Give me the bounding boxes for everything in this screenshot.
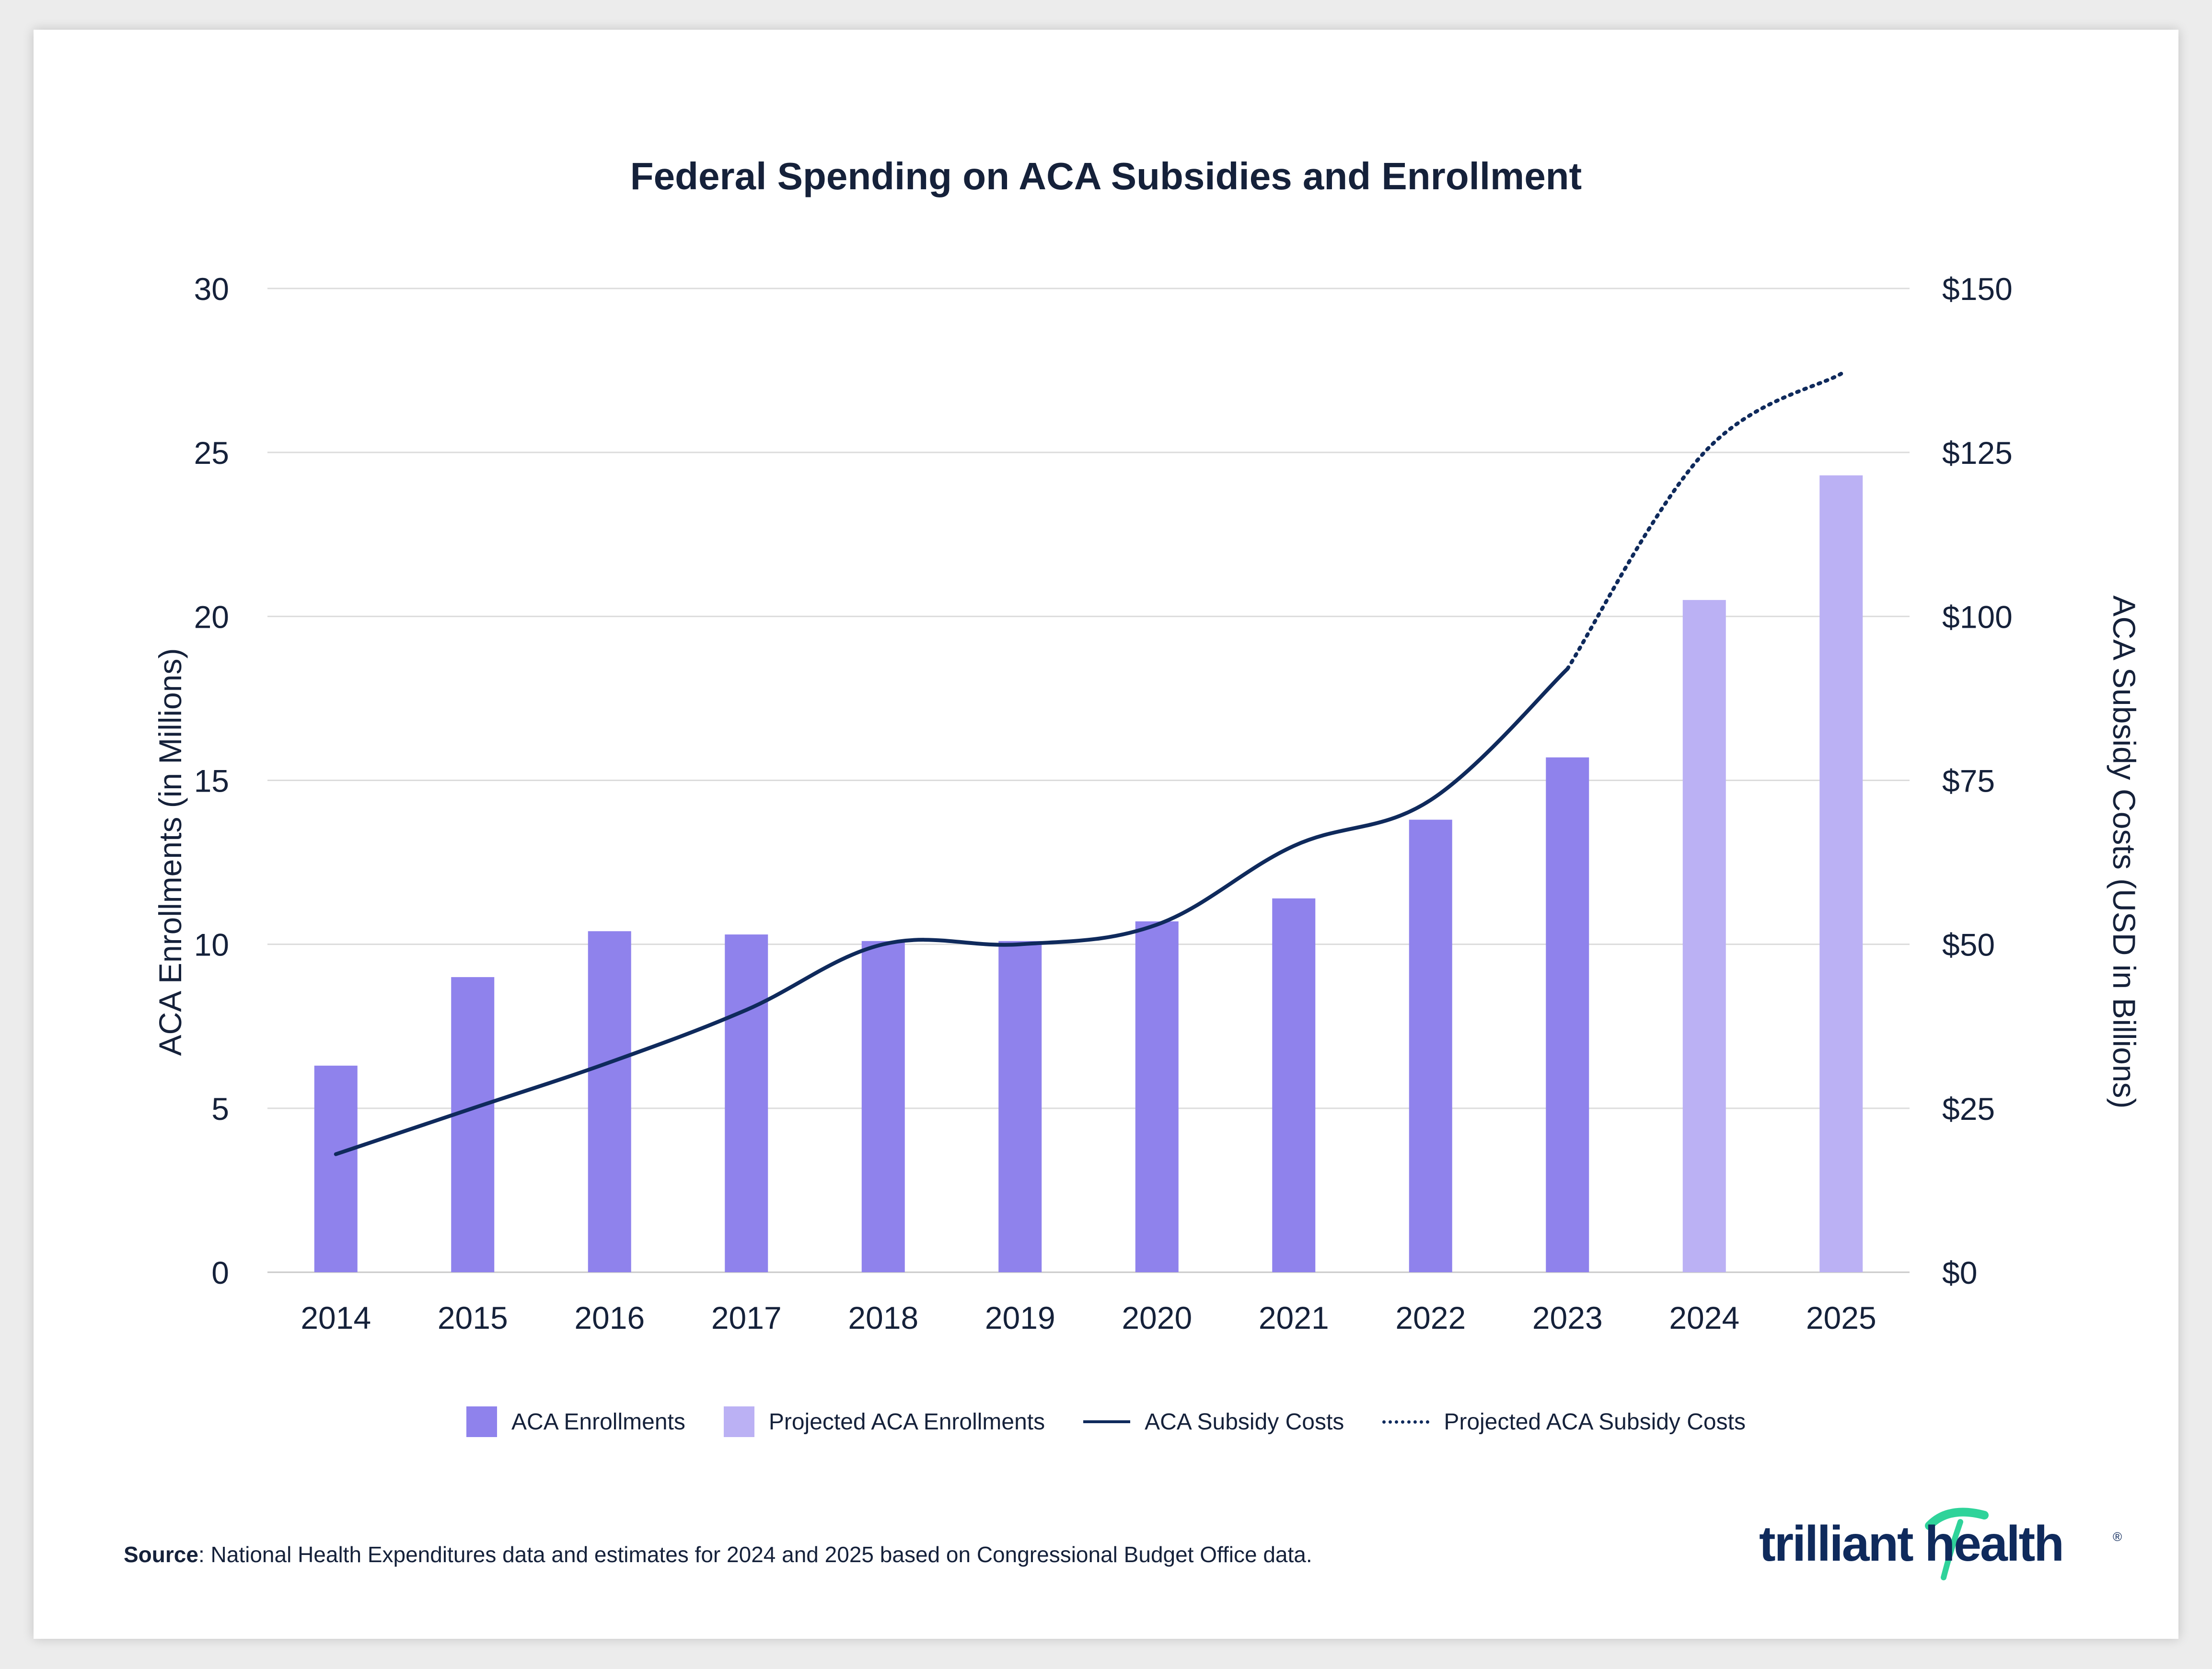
- y-left-tick-label: 20: [194, 599, 229, 634]
- x-tick-label: 2025: [1806, 1300, 1876, 1335]
- x-tick-label: 2022: [1395, 1300, 1466, 1335]
- trilliant-health-logo: trilliant health ®: [1759, 1497, 2123, 1593]
- source-prefix: Source: [124, 1542, 198, 1567]
- bar: [1819, 475, 1863, 1272]
- bar: [314, 1065, 358, 1272]
- x-tick-label: 2018: [848, 1300, 918, 1335]
- x-tick-label: 2019: [985, 1300, 1055, 1335]
- y-left-tick-label: 5: [211, 1091, 229, 1127]
- legend-label-projected-enrollments: Projected ACA Enrollments: [768, 1409, 1045, 1435]
- y-axis-right-label: ACA Subsidy Costs (USD in Billions): [2107, 595, 2142, 1109]
- x-tick-label: 2020: [1122, 1300, 1192, 1335]
- bar: [725, 934, 768, 1272]
- x-tick-label: 2015: [438, 1300, 508, 1335]
- x-tick-label: 2021: [1259, 1300, 1329, 1335]
- logo-swoosh-icon: [1925, 1508, 1989, 1580]
- y-left-tick-label: 0: [211, 1255, 229, 1290]
- bar: [1409, 819, 1452, 1272]
- y-right-tick-label: $0: [1942, 1255, 1977, 1290]
- x-tick-label: 2023: [1532, 1300, 1603, 1335]
- y-right-tick-label: $25: [1942, 1091, 1995, 1127]
- legend-swatch-enrollments: [466, 1406, 498, 1437]
- y-left-tick-label: 15: [194, 763, 229, 799]
- logo-registered-mark: ®: [2113, 1530, 2122, 1544]
- bar: [1546, 757, 1589, 1272]
- legend-item-projected-enrollments: Projected ACA Enrollments: [723, 1406, 1045, 1437]
- legend-label-subsidy-costs: ACA Subsidy Costs: [1145, 1409, 1344, 1435]
- x-tick-label: 2016: [574, 1300, 645, 1335]
- legend-swatch-projected-subsidy-costs: [1382, 1420, 1430, 1424]
- y-left-tick-label: 10: [194, 927, 229, 963]
- bar: [1135, 921, 1179, 1272]
- legend-swatch-subsidy-costs: [1083, 1420, 1131, 1423]
- x-tick-label: 2017: [711, 1300, 782, 1335]
- y-right-tick-label: $75: [1942, 763, 1995, 799]
- x-tick-label: 2014: [301, 1300, 371, 1335]
- bar: [588, 931, 631, 1272]
- y-right-tick-label: $150: [1942, 271, 2013, 307]
- y-left-tick-label: 30: [194, 271, 229, 307]
- bar: [861, 941, 905, 1272]
- bar: [1682, 600, 1726, 1272]
- bar: [1272, 898, 1316, 1272]
- legend-swatch-projected-enrollments: [723, 1406, 754, 1437]
- chart-card: Federal Spending on ACA Subsidies and En…: [34, 30, 2178, 1639]
- y-axis-left-label: ACA Enrollments (in Millions): [152, 648, 188, 1056]
- y-right-tick-label: $125: [1942, 435, 2013, 471]
- legend-item-subsidy-costs: ACA Subsidy Costs: [1083, 1409, 1344, 1435]
- subsidy-line: [334, 667, 1570, 1156]
- legend-item-projected-subsidy-costs: Projected ACA Subsidy Costs: [1382, 1409, 1746, 1435]
- y-right-tick-label: $50: [1942, 927, 1995, 963]
- y-left-tick-label: 25: [194, 435, 229, 471]
- x-tick-label: 2024: [1669, 1300, 1739, 1335]
- logo-wordmark: trilliant health: [1759, 1516, 2064, 1572]
- legend-item-enrollments: ACA Enrollments: [466, 1406, 685, 1437]
- source-text: : National Health Expenditures data and …: [198, 1542, 1312, 1567]
- source-note: Source: National Health Expenditures dat…: [124, 1542, 1312, 1567]
- legend: ACA Enrollments Projected ACA Enrollment…: [34, 1400, 2178, 1443]
- y-right-tick-label: $100: [1942, 599, 2013, 634]
- bar: [998, 941, 1042, 1272]
- legend-label-projected-subsidy-costs: Projected ACA Subsidy Costs: [1444, 1409, 1746, 1435]
- bar: [451, 977, 495, 1272]
- legend-label-enrollments: ACA Enrollments: [511, 1409, 685, 1435]
- chart-title: Federal Spending on ACA Subsidies and En…: [630, 155, 1582, 197]
